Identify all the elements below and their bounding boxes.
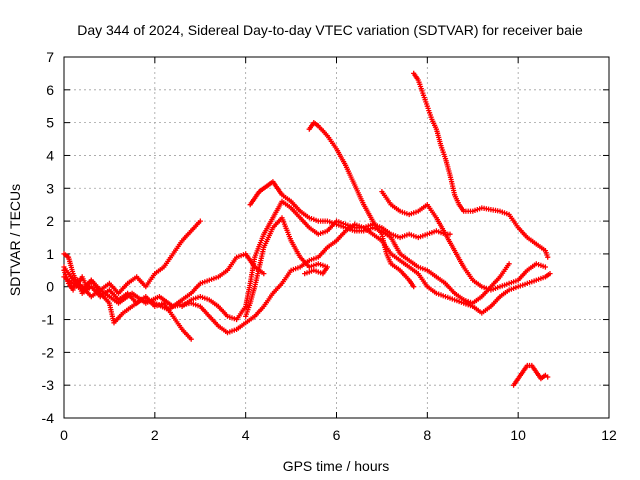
series-sat-g [247,179,512,306]
data-series [61,70,553,388]
data-point-markers [411,70,551,260]
series-sat-l [511,362,551,388]
series-sat-k [461,271,553,316]
y-tick-label: -3 [42,377,55,393]
data-point-markers [379,189,548,293]
data-point-markers [61,221,476,336]
y-axis-label: SDTVAR / TECUs [7,184,23,296]
data-point-markers [511,362,551,388]
x-tick-label: 0 [60,427,68,443]
y-tick-label: 0 [46,279,54,295]
y-tick-labels: -4 -3 -2 -1 0 1 2 3 4 5 6 7 [42,49,55,426]
x-tick-label: 8 [423,427,431,443]
data-point-markers [179,198,453,323]
y-tick-label: 7 [46,49,54,65]
x-tick-label: 2 [151,427,159,443]
data-point-markers [243,215,330,319]
x-tick-label: 6 [333,427,341,443]
y-tick-label: 4 [46,147,54,163]
x-tick-labels: 0 2 4 6 8 10 12 [60,427,617,443]
x-tick-label: 12 [601,427,617,443]
series-sat-h [306,120,417,290]
data-point-markers [306,120,417,290]
x-axis-label: GPS time / hours [283,458,390,474]
data-point-markers [61,218,203,296]
y-tick-label: 5 [46,115,54,131]
y-tick-label: -1 [42,312,55,328]
data-point-markers [247,179,512,306]
x-tick-label: 4 [242,427,250,443]
y-tick-label: 2 [46,213,54,229]
series-line [63,223,474,334]
series-sat-f [243,215,330,319]
chart-title: Day 344 of 2024, Sidereal Day-to-day VTE… [77,22,583,38]
data-point-markers [461,271,553,316]
gridlines [64,57,609,418]
x-tick-label: 10 [510,427,526,443]
series-sat-e [179,198,453,323]
y-tick-label: 1 [46,246,54,262]
y-tick-label: 3 [46,180,54,196]
axis-ticks [63,56,610,419]
series-sat-d [61,221,476,336]
y-tick-label: 6 [46,82,54,98]
y-tick-label: -2 [42,344,55,360]
series-sat-j [411,70,551,260]
y-tick-label: -4 [42,410,55,426]
series-sat-i [379,189,548,293]
